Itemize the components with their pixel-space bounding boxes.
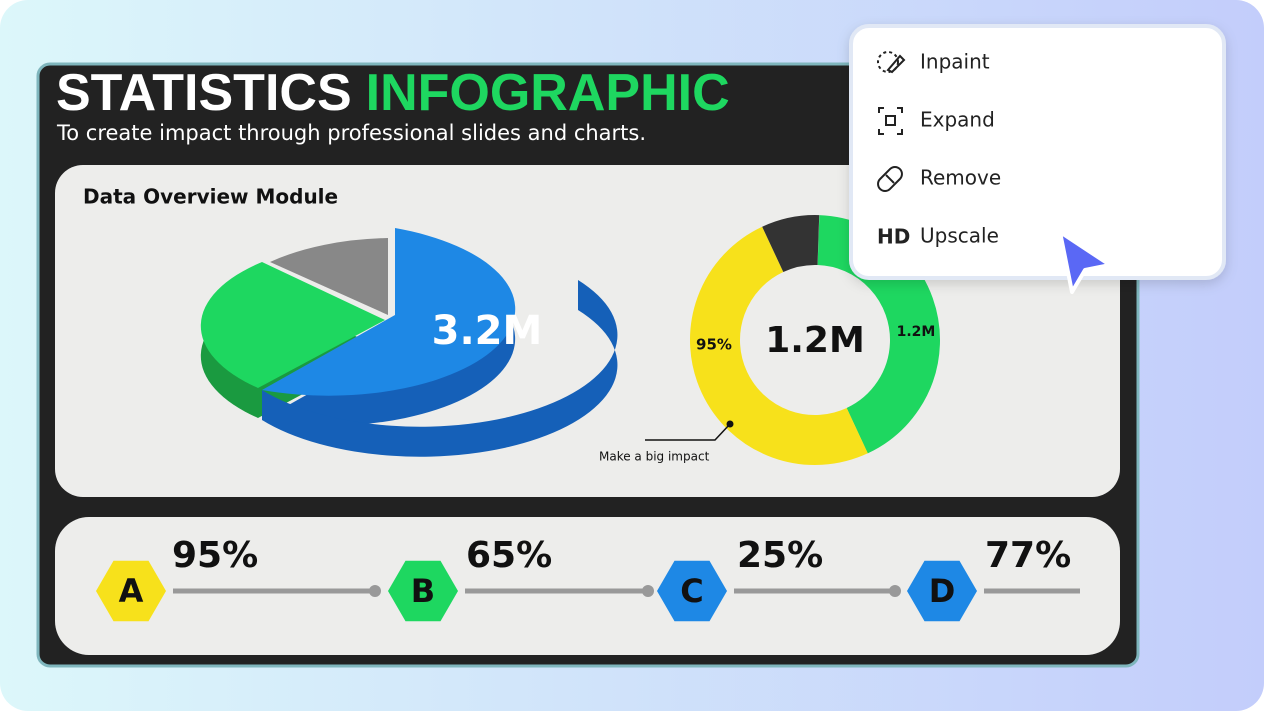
step-letter: D — [929, 572, 956, 610]
step-value: 25% — [737, 535, 823, 576]
steps-panel — [55, 517, 1120, 655]
menu-items: Inpaint Expand Remove Upscale — [920, 50, 1001, 248]
step-value: 65% — [466, 535, 552, 576]
arrow-head — [369, 585, 381, 597]
menu-icons — [877, 51, 906, 192]
pie-label: 3.2M — [432, 308, 543, 354]
step-hexagon — [657, 560, 727, 622]
title-accent: INFOGRAPHIC — [366, 64, 730, 122]
donut-left-label: 95% — [696, 336, 732, 354]
arrow-head — [642, 585, 654, 597]
menu-item[interactable]: Expand — [920, 108, 995, 132]
step-value: 95% — [172, 535, 258, 576]
menu-item[interactable]: Remove — [920, 166, 1001, 190]
menu-item[interactable]: Inpaint — [920, 50, 990, 74]
step-hexagon — [96, 560, 166, 622]
annotation: Make a big impact — [599, 450, 710, 464]
cursor — [1058, 230, 1112, 294]
annotation-dot — [726, 420, 734, 428]
step-value: 77% — [985, 535, 1071, 576]
donut-center: 1.2M — [765, 320, 865, 361]
module-title: Data Overview Module — [83, 185, 338, 209]
step-letter: C — [680, 572, 703, 610]
annotation-line — [645, 423, 731, 441]
context-menu — [849, 24, 1226, 280]
step-letter: A — [119, 572, 144, 610]
title-main: STATISTICS — [56, 64, 352, 122]
step-letter: B — [411, 572, 435, 610]
pie-illustration — [200, 228, 618, 457]
arrow-head — [889, 585, 901, 597]
hd-badge: HD — [877, 225, 910, 249]
steps: A 95% B 65% C 25% D 77% — [96, 535, 1080, 622]
donut-right-label: 1.2M — [897, 324, 936, 340]
subtitle: To create impact through professional sl… — [56, 121, 646, 145]
menu-item[interactable]: Upscale — [920, 224, 999, 248]
step-hexagon — [907, 560, 977, 622]
title: STATISTICS INFOGRAPHIC — [56, 64, 730, 122]
step-hexagon — [388, 560, 458, 622]
